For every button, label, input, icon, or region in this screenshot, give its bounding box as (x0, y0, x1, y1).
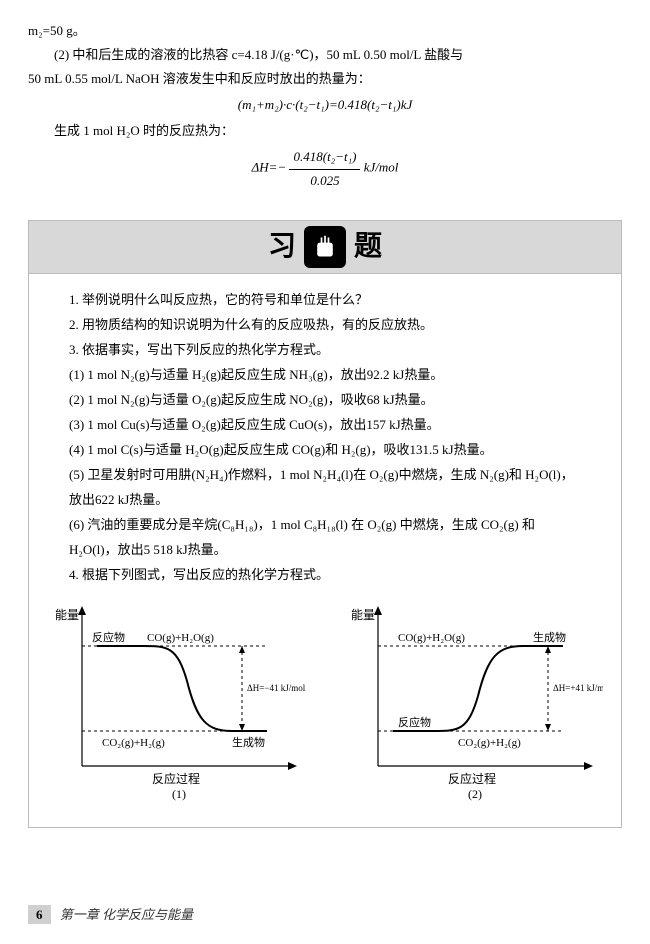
q3-2: (2) 1 mol N₂(g)与适量 O₂(g)起反应生成 NO₂(g)，吸收6… (43, 388, 607, 412)
line-m2: m₂=50 g。 (28, 20, 622, 42)
diagram-1: 能量 反应物 CO(g)+H₂O(g) ΔH=−41 kJ/mol CO₂(g)… (47, 601, 307, 809)
reactant-label: 反应物 (398, 715, 431, 729)
page-number: 6 (28, 905, 51, 924)
q3-4: (4) 1 mol C(s)与适量 H₂O(g)起反应生成 CO(g)和 H₂(… (43, 438, 607, 462)
exercises-header: 习 题 (28, 220, 622, 274)
diagram-2: 能量 CO(g)+H₂O(g) 生成物 ΔH=+41 kJ/mol 反应物 CO… (343, 601, 603, 809)
fraction: 0.418(t₂−t₁) 0.025 (289, 146, 360, 191)
denominator: 0.025 (289, 170, 360, 192)
line-2: (2) 中和后生成的溶液的比热容 c=4.18 J/(g·℃)，50 mL 0.… (28, 44, 622, 66)
q3-1: (1) 1 mol N₂(g)与适量 H₂(g)起反应生成 NH₃(g)，放出9… (43, 363, 607, 387)
top-text-section: m₂=50 g。 (2) 中和后生成的溶液的比热容 c=4.18 J/(g·℃)… (28, 20, 622, 192)
y-axis-label: 能量 (351, 608, 375, 622)
formula-2: ΔH=− 0.418(t₂−t₁) 0.025 kJ/mol (28, 146, 622, 191)
line-4: 生成 1 mol H₂O 时的反应热为： (28, 120, 622, 142)
header-right: 题 (354, 223, 382, 271)
exercise-box: 1. 举例说明什么叫反应热，它的符号和单位是什么？ 2. 用物质结构的知识说明为… (28, 274, 622, 829)
caption: (1) (172, 787, 186, 801)
x-axis-label: 反应过程 (152, 771, 200, 786)
caption: (2) (468, 787, 482, 801)
q3: 3. 依据事实，写出下列反应的热化学方程式。 (43, 338, 607, 362)
q3-6b: H₂O(l)，放出5 518 kJ热量。 (43, 538, 607, 562)
page-footer: 6 第一章 化学反应与能量 (28, 904, 193, 926)
diagrams-row: 能量 反应物 CO(g)+H₂O(g) ΔH=−41 kJ/mol CO₂(g)… (43, 601, 607, 809)
q3-6a: (6) 汽油的重要成分是辛烷(C₈H₁₈)，1 mol C₈H₁₈(l) 在 O… (43, 513, 607, 537)
top-formula: CO(g)+H₂O(g) (147, 632, 214, 644)
q1: 1. 举例说明什么叫反应热，它的符号和单位是什么？ (43, 288, 607, 312)
bottom-formula: CO₂(g)+H₂(g) (458, 737, 521, 749)
top-formula: CO(g)+H₂O(g) (398, 632, 465, 644)
formula2-prefix: ΔH=− (252, 160, 287, 175)
reactant-label: 反应物 (92, 630, 125, 644)
numerator: 0.418(t₂−t₁) (289, 146, 360, 169)
formula-1: (m₁+m₂)·c·(t₂−t₁)=0.418(t₂−t₁)kJ (28, 94, 622, 116)
q4: 4. 根据下列图式，写出反应的热化学方程式。 (43, 563, 607, 587)
chapter-title: 第一章 化学反应与能量 (60, 907, 193, 922)
pencil-holder-icon (304, 226, 346, 268)
q3-5b: 放出622 kJ热量。 (43, 488, 607, 512)
product-label: 生成物 (232, 735, 265, 749)
q3-5a: (5) 卫星发射时可用肼(N₂H₄)作燃料，1 mol N₂H₄(l)在 O₂(… (43, 463, 607, 487)
product-label: 生成物 (533, 630, 566, 644)
q2: 2. 用物质结构的知识说明为什么有的反应吸热，有的反应放热。 (43, 313, 607, 337)
x-axis-label: 反应过程 (448, 771, 496, 786)
q3-3: (3) 1 mol Cu(s)与适量 O₂(g)起反应生成 CuO(s)，放出1… (43, 413, 607, 437)
header-left: 习 (268, 223, 296, 271)
delta-h: ΔH=+41 kJ/mol (553, 683, 603, 693)
y-axis-label: 能量 (55, 608, 79, 622)
delta-h: ΔH=−41 kJ/mol (247, 683, 306, 693)
bottom-formula: CO₂(g)+H₂(g) (102, 737, 165, 749)
formula2-suffix: kJ/mol (364, 160, 399, 175)
line-3: 50 mL 0.55 mol/L NaOH 溶液发生中和反应时放出的热量为： (28, 68, 622, 90)
